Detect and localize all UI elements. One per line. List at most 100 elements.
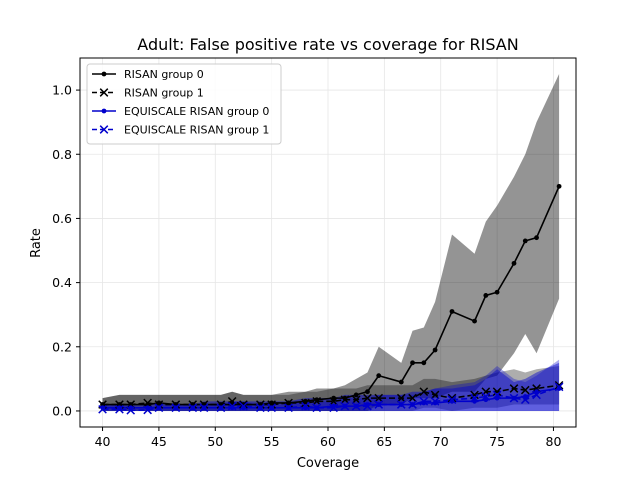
- series-markers: [98, 183, 564, 415]
- line-series-3: [102, 386, 560, 412]
- y-tick-label: 0.0: [52, 403, 72, 418]
- chart-title: Adult: False positive rate vs coverage f…: [137, 35, 518, 54]
- point-series-1: [267, 400, 276, 409]
- point-series-1: [256, 400, 265, 409]
- point-series-3: [340, 401, 350, 411]
- point-series-0: [483, 293, 489, 298]
- point-series-1: [554, 380, 564, 390]
- point-series-3: [171, 403, 181, 413]
- point-series-3: [374, 400, 384, 409]
- point-series-1: [396, 393, 406, 403]
- point-series-0: [353, 392, 359, 398]
- y-axis-label: Rate: [29, 228, 44, 258]
- y-tick-label: 0.6: [52, 211, 72, 226]
- point-series-1: [374, 393, 384, 403]
- point-series-3: [216, 403, 226, 413]
- point-series-1: [312, 396, 322, 406]
- point-series-3: [419, 396, 429, 406]
- point-series-3: [408, 400, 417, 409]
- x-tick-label: 45: [151, 434, 167, 449]
- x-tick-label: 80: [546, 434, 562, 449]
- point-series-0: [410, 360, 415, 366]
- point-series-1: [509, 384, 519, 393]
- x-tick-label: 50: [207, 434, 223, 449]
- point-series-1: [143, 398, 152, 408]
- legend: RISAN group 0 RISAN group 1 EQUISCALE RISA…: [86, 63, 282, 145]
- point-series-3: [329, 403, 338, 413]
- point-series-1: [171, 400, 181, 409]
- x-tick-label: 65: [376, 434, 392, 449]
- point-series-1: [492, 387, 502, 397]
- point-series-1: [520, 385, 530, 395]
- x-axis-label: Coverage: [297, 456, 359, 471]
- legend-marker-0: [101, 71, 107, 77]
- point-series-3: [239, 401, 248, 411]
- point-series-3: [554, 382, 564, 392]
- point-series-3: [430, 396, 440, 406]
- point-series-1: [430, 390, 440, 400]
- x-tick-label: 55: [264, 434, 280, 449]
- point-series-0: [398, 379, 404, 385]
- legend-marker-3: [99, 125, 109, 134]
- point-series-1: [408, 393, 417, 403]
- y-tick-label: 0.4: [52, 275, 72, 290]
- point-series-3: [143, 405, 152, 415]
- point-series-3: [520, 395, 530, 405]
- point-series-3: [396, 400, 406, 409]
- point-series-3: [115, 405, 124, 414]
- point-series-0: [494, 289, 500, 295]
- point-series-3: [98, 405, 107, 414]
- point-series-1: [301, 398, 310, 408]
- point-series-1: [199, 400, 209, 409]
- y-axis-ticks: 0.0 0.2 0.4 0.6 0.8 1.0: [52, 83, 80, 418]
- point-series-0: [376, 373, 382, 379]
- point-series-1: [154, 400, 164, 409]
- point-series-1: [216, 400, 226, 409]
- point-series-0: [421, 360, 427, 366]
- point-series-1: [532, 384, 541, 393]
- point-series-3: [284, 403, 293, 413]
- legend-label-1: RISAN group 1: [124, 87, 204, 100]
- point-series-1: [419, 387, 429, 397]
- point-series-3: [267, 403, 276, 413]
- point-series-1: [351, 395, 361, 405]
- y-tick-label: 0.2: [52, 339, 72, 354]
- point-series-3: [312, 403, 322, 413]
- point-series-0: [522, 238, 528, 244]
- point-series-3: [351, 401, 361, 411]
- point-series-0: [472, 318, 477, 324]
- point-series-3: [301, 401, 310, 411]
- point-series-1: [329, 396, 338, 406]
- point-series-3: [509, 393, 519, 403]
- legend-entries: RISAN group 0 RISAN group 1 EQUISCALE RISA…: [92, 68, 269, 137]
- point-series-3: [492, 390, 502, 400]
- point-series-3: [227, 401, 237, 411]
- point-series-3: [199, 403, 209, 413]
- x-axis-ticks: 40 45 50 55 60 65 70 75 80: [95, 427, 562, 449]
- band-series-2: [102, 362, 560, 411]
- point-series-1: [188, 400, 198, 409]
- legend-label-3: EQUISCALE RISAN group 1: [124, 124, 269, 137]
- point-series-3: [256, 403, 265, 413]
- point-series-3: [188, 403, 198, 413]
- point-series-1: [340, 395, 350, 405]
- point-series-1: [363, 393, 372, 403]
- x-tick-label: 40: [95, 434, 111, 449]
- legend-label-2: EQUISCALE RISAN group 0: [124, 105, 269, 118]
- legend-marker-1: [99, 88, 109, 97]
- point-series-1: [239, 400, 248, 409]
- x-tick-label: 70: [433, 434, 449, 449]
- legend-box: [86, 63, 282, 145]
- point-series-0: [556, 183, 562, 189]
- point-series-3: [481, 392, 491, 401]
- point-series-0: [432, 347, 438, 353]
- legend-marker-2: [101, 108, 107, 114]
- point-series-3: [154, 403, 164, 413]
- band-series-3: [102, 359, 560, 411]
- x-tick-label: 60: [320, 434, 336, 449]
- legend-label-0: RISAN group 0: [124, 68, 204, 81]
- point-series-0: [534, 235, 539, 241]
- point-series-1: [470, 390, 479, 400]
- point-series-0: [365, 389, 370, 395]
- point-series-1: [447, 393, 457, 403]
